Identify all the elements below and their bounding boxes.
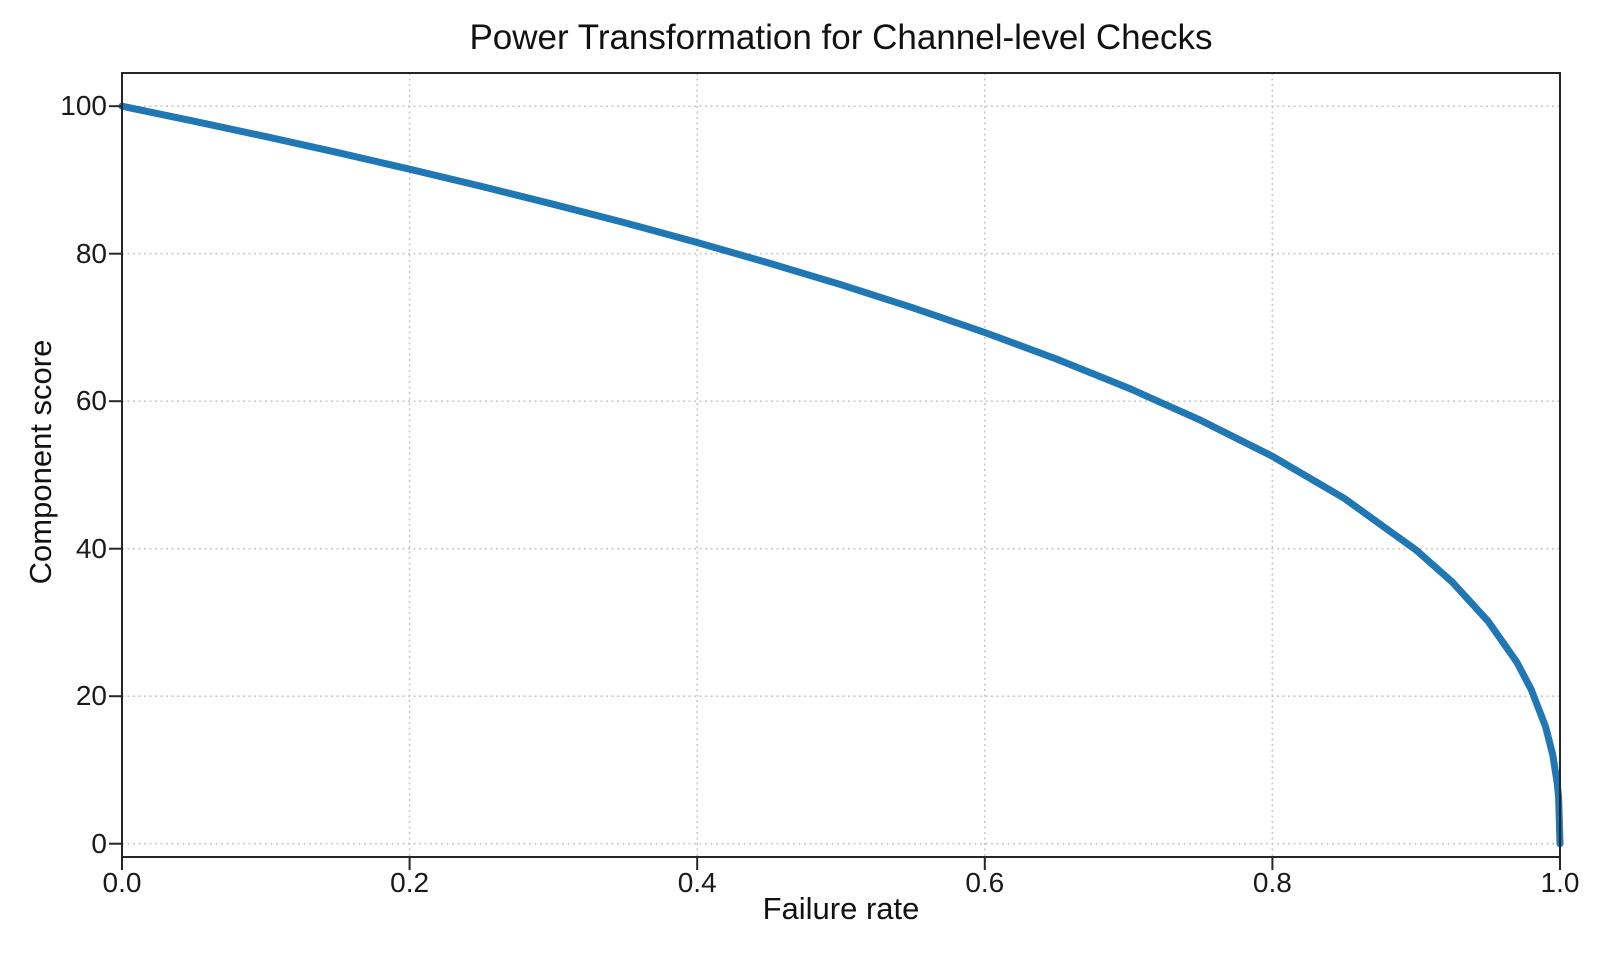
curve-line xyxy=(118,102,1564,848)
x-tick-label: 1.0 xyxy=(1540,867,1580,898)
x-tick-label: 0.6 xyxy=(965,867,1005,898)
y-tick-label: 40 xyxy=(75,532,107,564)
x-tick-label: 0.2 xyxy=(390,867,430,898)
x-tick-label: 0.0 xyxy=(102,867,142,898)
x-tick-label: 0.8 xyxy=(1252,867,1292,898)
y-tick-label: 0 xyxy=(91,827,107,859)
x-axis-label: Failure rate xyxy=(762,891,920,926)
x-tick-label: 0.4 xyxy=(677,867,717,898)
y-tick-label: 20 xyxy=(75,680,107,712)
plot-spines xyxy=(121,72,1561,858)
y-tick-label: 80 xyxy=(75,237,107,269)
chart-title: Power Transformation for Channel-level C… xyxy=(469,18,1213,57)
y-tick-label: 100 xyxy=(60,90,107,122)
y-tick-label: 60 xyxy=(75,385,107,417)
